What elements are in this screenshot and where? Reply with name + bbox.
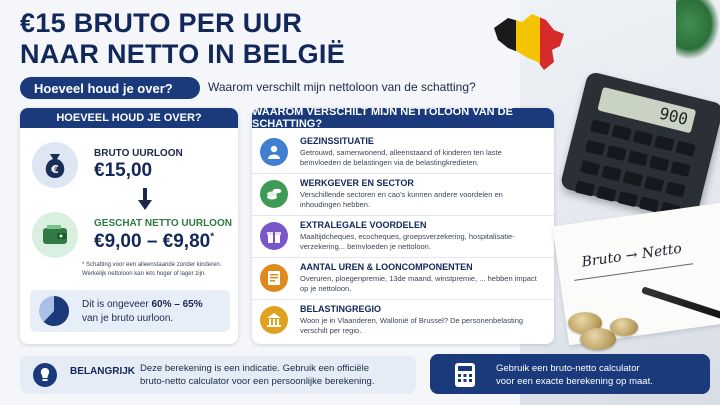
reason-title: BELASTINGREGIO bbox=[300, 304, 382, 314]
calculator-tip-line-2: voor een exacte berekening op maat. bbox=[496, 376, 653, 387]
reason-title: EXTRALEGALE VOORDELEN bbox=[300, 220, 427, 230]
footnote-line-1: * Schatting voor een alleenstaande zonde… bbox=[82, 262, 222, 268]
net-estimate-card: HOEVEEL HOUD JE OVER? € BRUTO UURLOON €1… bbox=[20, 108, 238, 344]
percentage-value: 60% – 65% bbox=[151, 299, 203, 310]
important-label: BELANGRIJK bbox=[70, 366, 136, 377]
reason-row: BELASTINGREGIO Woon je in Vlaanderen, Wa… bbox=[252, 300, 554, 342]
bank-icon bbox=[260, 306, 288, 334]
reason-row: AANTAL UREN & LOONCOMPONENTEN Overuren, … bbox=[252, 258, 554, 300]
calculator-icon bbox=[455, 363, 475, 387]
reasons-card: WAAROM VERSCHILT MIJN NETTOLOON VAN DE S… bbox=[252, 108, 554, 344]
important-text-line-2: bruto-netto calculator voor een persoonl… bbox=[140, 376, 375, 387]
reason-description: Woon je in Vlaanderen, Wallonië of Bruss… bbox=[300, 316, 524, 335]
lightbulb-icon bbox=[33, 363, 57, 387]
belgium-flag-map-icon bbox=[494, 14, 564, 70]
reason-title: GEZINSSITUATIE bbox=[300, 136, 374, 146]
coins-icon bbox=[260, 180, 288, 208]
net-hourly-value: €9,00 – €9,80* bbox=[94, 231, 214, 253]
section-subtitle-why: Waarom verschilt mijn nettoloon van de s… bbox=[208, 80, 476, 94]
percentage-line-1: Dit is ongeveer 60% – 65% bbox=[82, 299, 203, 310]
plant-decoration bbox=[676, 0, 720, 60]
money-bag-icon: € bbox=[32, 142, 78, 188]
arrow-down-icon bbox=[138, 188, 152, 210]
net-hourly-star: * bbox=[210, 231, 215, 243]
svg-text:€: € bbox=[50, 163, 59, 176]
reason-title: AANTAL UREN & LOONCOMPONENTEN bbox=[300, 262, 473, 272]
page-title: €15 BRUTO PER UUR NAAR NETTO IN BELGIË bbox=[20, 8, 345, 70]
person-icon bbox=[260, 138, 288, 166]
net-estimate-card-header: HOEVEEL HOUD JE OVER? bbox=[20, 108, 238, 128]
gift-icon bbox=[260, 222, 288, 250]
footnote-line-2: Werkelijk nettoloon kan iets hoger of la… bbox=[82, 271, 206, 277]
reason-description: Overuren, ploegenpremie, 13de maand, win… bbox=[300, 274, 537, 293]
pie-slice-net bbox=[43, 296, 69, 326]
wallet-icon bbox=[32, 212, 78, 258]
title-line-2: NAAR NETTO IN BELGIË bbox=[20, 39, 346, 69]
important-text-line-1: Deze berekening is een indicatie. Gebrui… bbox=[140, 363, 370, 374]
gross-hourly-label: BRUTO UURLOON bbox=[94, 148, 183, 159]
reason-description: Verschillende sectoren en cao's kunnen a… bbox=[300, 190, 503, 209]
reasons-card-header: WAAROM VERSCHILT MIJN NETTOLOON VAN DE S… bbox=[252, 108, 554, 130]
calculator-tip: Gebruik een bruto-netto calculator voor … bbox=[430, 354, 710, 394]
coin-icon bbox=[580, 328, 616, 350]
gross-hourly-value: €15,00 bbox=[94, 160, 153, 181]
important-notice: BELANGRIJK Deze berekening is een indica… bbox=[20, 356, 416, 394]
section-pill-amount: Hoeveel houd je over? bbox=[20, 77, 200, 99]
document-icon bbox=[260, 264, 288, 292]
reason-title: WERKGEVER EN SECTOR bbox=[300, 178, 414, 188]
calculator-tip-line-1: Gebruik een bruto-netto calculator bbox=[496, 363, 640, 374]
reason-row: WERKGEVER EN SECTOR Verschillende sector… bbox=[252, 174, 554, 216]
net-hourly-label: GESCHAT NETTO UURLOON bbox=[94, 218, 232, 229]
net-hourly-range: €9,00 – €9,80 bbox=[94, 231, 211, 252]
pie-chart-icon bbox=[39, 296, 69, 326]
percentage-prefix: Dit is ongeveer bbox=[82, 299, 152, 310]
title-line-1: €15 BRUTO PER UUR bbox=[20, 8, 303, 38]
coin-icon bbox=[610, 318, 638, 336]
reason-description: Getrouwd, samenwonend, alleenstaand of k… bbox=[300, 148, 502, 167]
percentage-line-2: van je bruto uurloon. bbox=[82, 313, 174, 324]
percentage-box: Dit is ongeveer 60% – 65% van je bruto u… bbox=[30, 290, 230, 332]
reason-row: GEZINSSITUATIE Getrouwd, samenwonend, al… bbox=[252, 132, 554, 174]
reason-description: Maaltijdcheques, ecocheques, groepsverze… bbox=[300, 232, 515, 251]
reason-row: EXTRALEGALE VOORDELEN Maaltijdcheques, e… bbox=[252, 216, 554, 258]
